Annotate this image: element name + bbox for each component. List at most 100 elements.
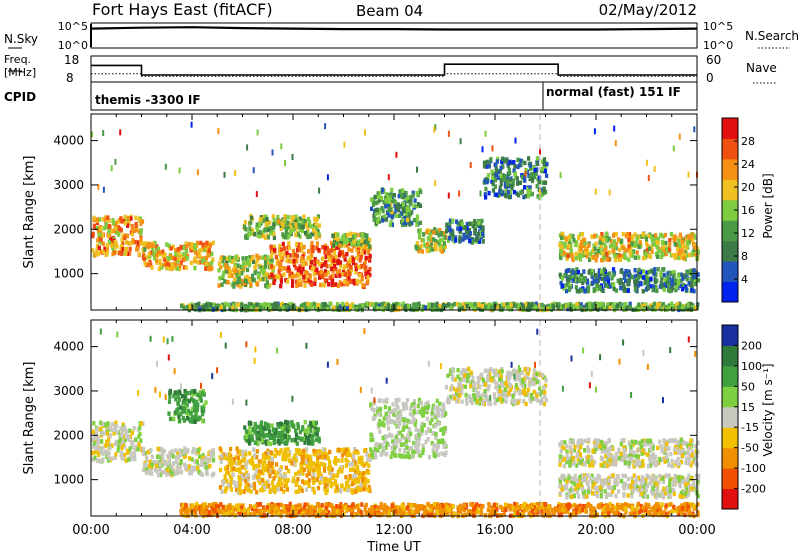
heatmap-cell: [338, 251, 341, 256]
heatmap-cell: [146, 244, 149, 249]
heatmap-cell: [189, 305, 192, 310]
heatmap-cell: [98, 233, 101, 238]
heatmap-cell: [204, 266, 207, 271]
heatmap-cell: [107, 229, 110, 234]
heatmap-cell: [321, 257, 324, 262]
heatmap-cell: [530, 303, 533, 308]
heatmap-cell: [356, 465, 359, 470]
heatmap-cell: [199, 241, 202, 246]
heatmap-cell: [343, 264, 346, 269]
heatmap-cell: [190, 411, 193, 416]
heatmap-cell: [336, 474, 339, 479]
heatmap-cell: [439, 238, 442, 243]
heatmap-cell: [252, 427, 255, 432]
heatmap-cell: [376, 220, 379, 225]
heatmap-cell: [266, 255, 269, 260]
heatmap-cell: [253, 232, 256, 237]
heatmap-cell: [138, 252, 141, 257]
heatmap-cell: [119, 129, 121, 135]
heatmap-cell: [591, 281, 594, 286]
heatmap-cell: [294, 233, 297, 238]
heatmap-cell: [338, 467, 341, 472]
heatmap-cell: [654, 166, 656, 172]
heatmap-cell: [441, 238, 444, 243]
heatmap-cell: [262, 271, 265, 276]
heatmap-cell: [273, 218, 276, 223]
heatmap-cell: [285, 251, 288, 256]
heatmap-cell: [597, 302, 600, 307]
heatmap-cell: [693, 268, 696, 273]
heatmap-cell: [245, 261, 248, 266]
heatmap-cell: [673, 145, 675, 151]
heatmap-cell: [132, 228, 135, 233]
heatmap-cell: [255, 425, 258, 430]
heatmap-cell: [323, 463, 326, 468]
heatmap-cell: [634, 268, 637, 273]
heatmap-cell: [219, 257, 222, 262]
heatmap-cell: [519, 159, 522, 164]
heatmap-cell: [355, 307, 358, 312]
heatmap-cell: [386, 421, 389, 426]
heatmap-cell: [163, 449, 166, 454]
heatmap-cell: [338, 243, 341, 248]
heatmap-cell: [186, 391, 189, 396]
ytick-label: 2000: [53, 222, 84, 236]
heatmap-cell: [330, 267, 333, 272]
heatmap-cell: [245, 484, 248, 489]
heatmap-cell: [353, 240, 356, 245]
heatmap-cell: [99, 427, 102, 432]
heatmap-cell: [663, 273, 666, 278]
heatmap-cell: [584, 251, 587, 256]
heatmap-cell: [545, 162, 548, 167]
heatmap-cell: [295, 433, 298, 438]
heatmap-cell: [612, 249, 615, 254]
heatmap-cell: [308, 454, 311, 459]
freq-label-line2: [MHz]: [4, 66, 36, 79]
heatmap-cell: [129, 247, 132, 252]
heatmap-cell: [145, 471, 148, 476]
heatmap-cell: [360, 239, 363, 244]
heatmap-cell: [107, 454, 110, 459]
heatmap-cell: [315, 236, 318, 241]
heatmap-cell: [494, 163, 497, 168]
heatmap-cell: [225, 487, 228, 492]
heatmap-cell: [366, 302, 369, 307]
heatmap-cell: [402, 426, 405, 431]
heatmap-cell: [321, 283, 324, 288]
heatmap-cell: [244, 279, 247, 284]
heatmap-cell: [319, 455, 322, 460]
heatmap-cell: [332, 259, 335, 264]
heatmap-cell: [390, 434, 393, 439]
heatmap-cell: [523, 161, 526, 166]
heatmap-cell: [669, 271, 672, 276]
heatmap-cell: [221, 490, 224, 495]
heatmap-cell: [688, 253, 691, 258]
heatmap-cell: [605, 252, 608, 257]
heatmap-cell: [329, 465, 332, 470]
heatmap-cell: [287, 234, 290, 239]
heatmap-cell: [309, 467, 312, 472]
heatmap-cell: [262, 462, 265, 467]
heatmap-cell: [119, 426, 122, 431]
heatmap-cell: [661, 240, 664, 245]
heatmap-cell: [384, 204, 387, 209]
heatmap-cell: [263, 227, 266, 232]
heatmap-cell: [292, 479, 295, 484]
colorbar-tick-label: 12: [741, 227, 755, 240]
heatmap-cell: [253, 278, 256, 283]
heatmap-cell: [468, 239, 471, 244]
heatmap-cell: [229, 474, 232, 479]
heatmap-cell: [195, 251, 198, 256]
heatmap-cell: [367, 479, 370, 484]
heatmap-cell: [427, 236, 430, 241]
heatmap-cell: [286, 279, 289, 284]
heatmap-cell: [296, 477, 299, 482]
heatmap-cell: [668, 238, 671, 243]
heatmap-cell: [568, 235, 571, 240]
colorbar-segment: [722, 159, 738, 180]
heatmap-cell: [91, 248, 94, 253]
heatmap-cell: [653, 242, 656, 247]
heatmap-cell: [224, 172, 226, 178]
heatmap-cell: [419, 221, 422, 226]
heatmap-cell: [259, 217, 262, 222]
